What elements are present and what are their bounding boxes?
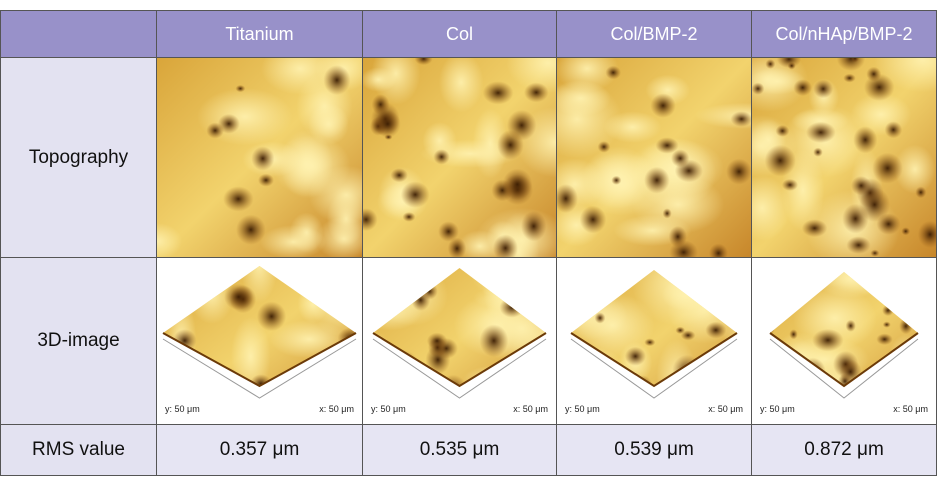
afm-3d: y: 50 μm x: 50 μm — [565, 270, 743, 414]
column-header: Col — [363, 10, 557, 58]
column-header: Col/BMP-2 — [557, 10, 752, 58]
afm-topography — [557, 58, 751, 257]
row-label: 3D-image — [0, 258, 157, 425]
topography-image — [752, 58, 937, 258]
axis-label: x: 50 μm — [513, 404, 548, 414]
row-label: Topography — [0, 58, 157, 258]
afm-topography — [363, 58, 556, 257]
axis-label: x: 50 μm — [708, 404, 743, 414]
afm-3d: y: 50 μm x: 50 μm — [162, 266, 357, 414]
axis-label: y: 50 μm — [371, 404, 406, 414]
afm-3d: y: 50 μm x: 50 μm — [760, 272, 928, 414]
row-label: RMS value — [0, 425, 157, 476]
afm-3d: y: 50 μm x: 50 μm — [371, 268, 548, 414]
column-header: Titanium — [157, 10, 363, 58]
rms-value: 0.539 μm — [557, 425, 752, 476]
axis-label: x: 50 μm — [319, 404, 354, 414]
topography-image — [557, 58, 752, 258]
axis-label: y: 50 μm — [565, 404, 600, 414]
3d-image: y: 50 μm x: 50 μm — [363, 258, 557, 425]
afm-topography — [752, 58, 936, 257]
corner-cell — [0, 10, 157, 58]
3d-image: y: 50 μm x: 50 μm — [157, 258, 363, 425]
3d-image: y: 50 μm x: 50 μm — [557, 258, 752, 425]
axis-label: y: 50 μm — [760, 404, 795, 414]
axis-label: y: 50 μm — [165, 404, 200, 414]
topography-image — [157, 58, 363, 258]
column-header: Col/nHAp/BMP-2 — [752, 10, 937, 58]
3d-image: y: 50 μm x: 50 μm — [752, 258, 937, 425]
rms-value: 0.357 μm — [157, 425, 363, 476]
axis-label: x: 50 μm — [893, 404, 928, 414]
topography-image — [363, 58, 557, 258]
rms-value: 0.872 μm — [752, 425, 937, 476]
afm-topography — [157, 58, 362, 257]
rms-value: 0.535 μm — [363, 425, 557, 476]
